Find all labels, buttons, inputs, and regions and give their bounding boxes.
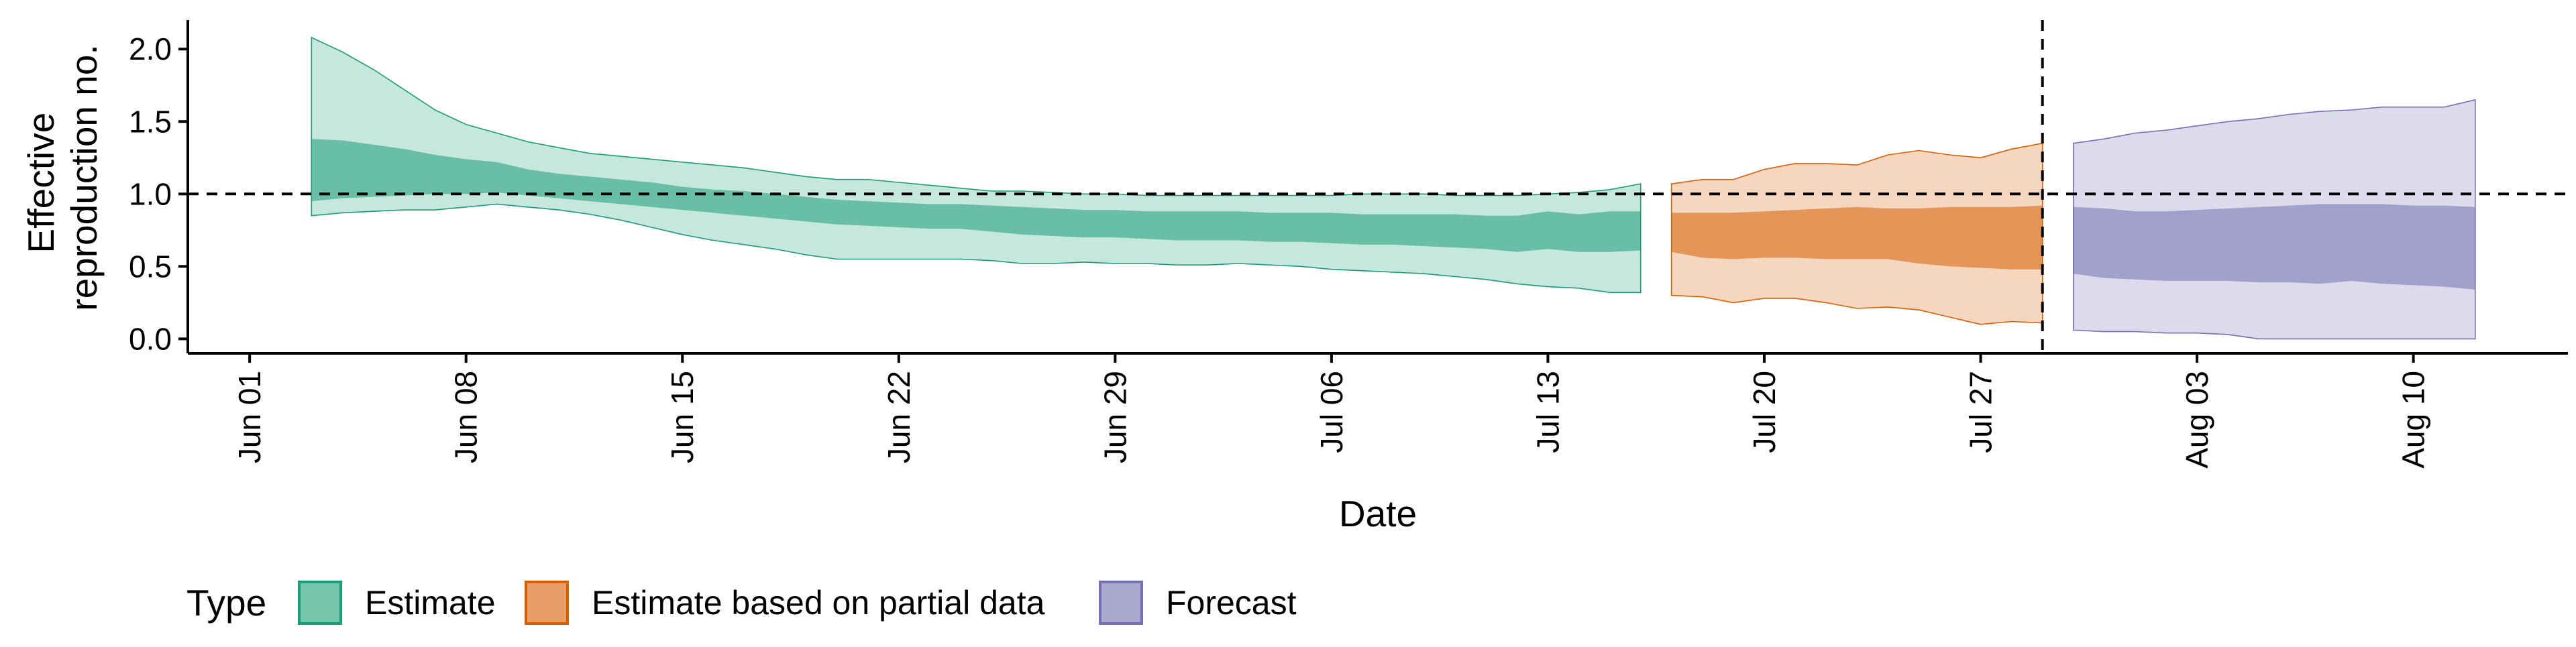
x-ticks: Jun 01 Jun 08 Jun 15 Jun 22 Jun 29 Jul 06 Jul … [232,353,2431,469]
bands-layer [311,36,2476,340]
y-tick-label: 0.5 [129,249,172,284]
x-tick-label: Jun 08 [449,371,484,463]
legend-label-estimate: Estimate [365,584,496,622]
legend-label-forecast: Forecast [1166,584,1297,622]
axes-layer [186,20,2568,355]
y-ticks: 0.0 0.5 1.0 1.5 2.0 [129,32,188,356]
axis-titles: Date Effective reproduction no. [20,44,1417,534]
legend: Type Estimate Estimate based on partial d… [186,581,1297,625]
legend-label-estimate-based-on-partial-data: Estimate based on partial data [592,584,1045,622]
legend-title: Type [186,582,266,624]
band-50-forecast [2073,204,2475,290]
y-tick-label: 1.0 [129,176,172,211]
band-50-estimate [311,139,1641,252]
x-tick-label: Jun 29 [1097,371,1132,463]
band-90-estimate [311,36,1642,293]
y-tick-label: 1.5 [129,104,172,139]
y-axis-title-line-2: reproduction no. [63,44,105,311]
y-axis-title: Effective reproduction no. [20,44,105,311]
y-axis-title-line-1: Effective [20,113,62,253]
y-tick-label: 2.0 [129,32,172,66]
x-tick-label: Aug 03 [2180,371,2214,469]
legend-key-forecast [1099,581,1143,625]
legend-key-estimate [298,581,342,625]
x-tick-label: Jun 22 [881,371,916,463]
band-50-estimate-based-on-partial-data [1671,205,2043,270]
x-tick-label: Jul 06 [1314,371,1349,453]
x-tick-label: Jul 20 [1747,371,1782,453]
x-tick-label: Aug 10 [2396,371,2431,469]
x-tick-label: Jul 27 [1964,371,1998,453]
x-tick-label: Jul 13 [1530,371,1565,453]
y-tick-label: 0.0 [129,321,172,356]
x-tick-label: Jun 01 [232,371,267,463]
legend-key-estimate-based-on-partial-data [525,581,569,625]
x-axis-title: Date [1339,493,1417,534]
x-tick-label: Jun 15 [665,371,700,463]
reference-lines [188,20,2568,353]
